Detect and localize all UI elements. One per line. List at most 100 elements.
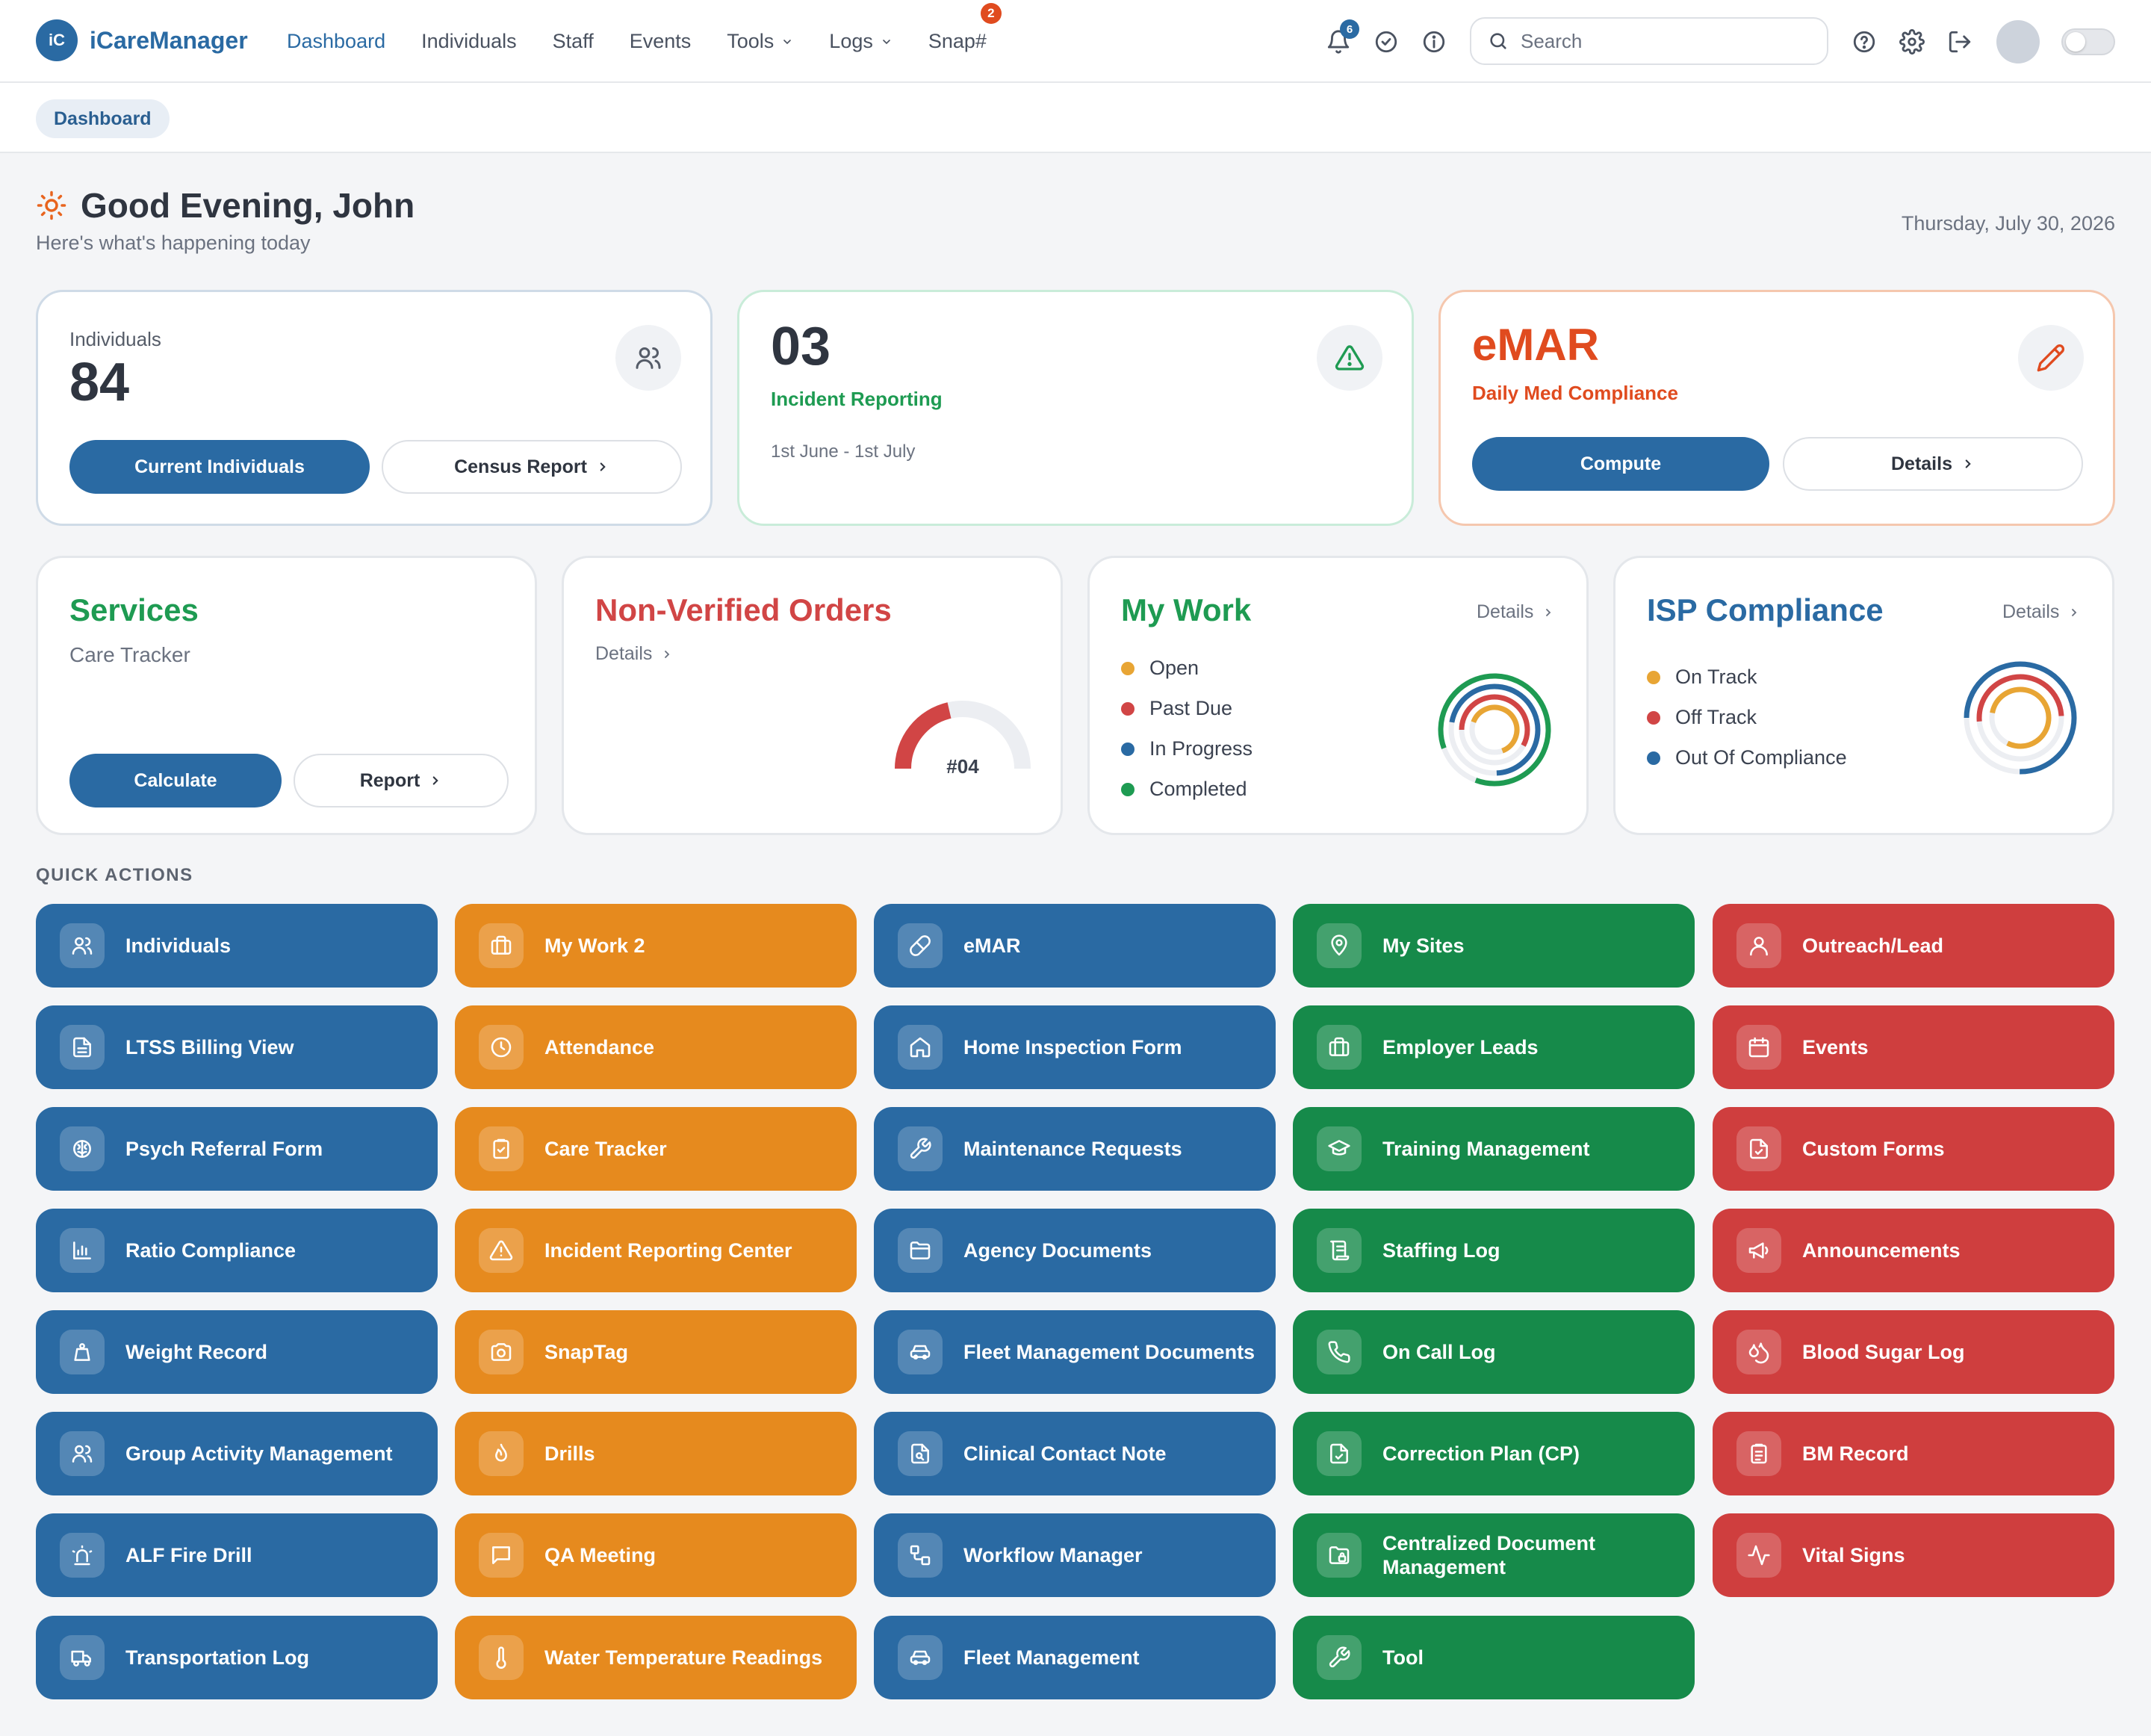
legend-on-track: On Track <box>1647 666 1757 689</box>
quick-action-my-work-2[interactable]: My Work 2 <box>455 904 857 988</box>
app-logo[interactable]: iC iCareManager <box>36 19 248 61</box>
quick-action-drills[interactable]: Drills <box>455 1412 857 1495</box>
quick-action-emar[interactable]: eMAR <box>874 904 1276 988</box>
users-icon <box>60 1431 105 1476</box>
avatar[interactable] <box>1996 20 2040 63</box>
legend-past-due: Past Due <box>1121 697 1232 720</box>
quick-action-weight-record[interactable]: Weight Record <box>36 1310 438 1394</box>
quick-action-transportation-log[interactable]: Transportation Log <box>36 1616 438 1699</box>
quick-action-announcements[interactable]: Announcements <box>1713 1209 2114 1292</box>
nav-dashboard[interactable]: Dashboard <box>287 30 386 52</box>
quick-action-home-inspection-form[interactable]: Home Inspection Form <box>874 1005 1276 1089</box>
quick-action-label: Drills <box>544 1442 595 1465</box>
quick-action-label: BM Record <box>1802 1442 1909 1465</box>
sun-icon <box>37 190 66 220</box>
legend-dot <box>1647 670 1660 684</box>
nav-snap[interactable]: Snap# 2 <box>928 3 1002 53</box>
quick-action-clinical-contact-note[interactable]: Clinical Contact Note <box>874 1412 1276 1495</box>
legend-open: Open <box>1121 657 1199 680</box>
quick-action-centralized-document-management[interactable]: Centralized Document Management <box>1293 1513 1695 1597</box>
quick-action-tool[interactable]: Tool <box>1293 1616 1695 1699</box>
quick-action-fleet-management[interactable]: Fleet Management <box>874 1616 1276 1699</box>
search-box[interactable] <box>1470 17 1828 65</box>
gear-icon[interactable] <box>1897 27 1927 57</box>
quick-action-my-sites[interactable]: My Sites <box>1293 904 1695 988</box>
quick-action-qa-meeting[interactable]: QA Meeting <box>455 1513 857 1597</box>
users-icon <box>615 325 681 391</box>
quick-action-custom-forms[interactable]: Custom Forms <box>1713 1107 2114 1191</box>
current-individuals-button[interactable]: Current Individuals <box>69 440 370 494</box>
quick-action-label: Agency Documents <box>963 1239 1152 1262</box>
nav-individuals[interactable]: Individuals <box>421 30 517 52</box>
info-icon[interactable] <box>1419 27 1449 57</box>
calculate-button[interactable]: Calculate <box>69 754 282 807</box>
main-nav: Dashboard Individuals Staff Events Tools… <box>287 0 1022 83</box>
quick-action-blood-sugar-log[interactable]: Blood Sugar Log <box>1713 1310 2114 1394</box>
quick-action-water-temperature-readings[interactable]: Water Temperature Readings <box>455 1616 857 1699</box>
report-button[interactable]: Report <box>294 754 509 807</box>
quick-action-label: Custom Forms <box>1802 1138 1945 1160</box>
quick-action-bm-record[interactable]: BM Record <box>1713 1412 2114 1495</box>
quick-action-events[interactable]: Events <box>1713 1005 2114 1089</box>
details-label: Details <box>1477 601 1534 622</box>
quick-action-label: Employer Leads <box>1382 1036 1539 1058</box>
pencil-icon[interactable] <box>2018 325 2084 391</box>
quick-action-alf-fire-drill[interactable]: ALF Fire Drill <box>36 1513 438 1597</box>
chevron-right-icon <box>2072 608 2077 616</box>
quick-action-label: Water Temperature Readings <box>544 1646 823 1669</box>
theme-toggle[interactable] <box>2061 28 2115 55</box>
quick-action-maintenance-requests[interactable]: Maintenance Requests <box>874 1107 1276 1191</box>
census-report-button[interactable]: Census Report <box>382 440 682 494</box>
help-icon[interactable] <box>1849 27 1879 57</box>
search-input[interactable] <box>1521 29 1804 53</box>
warning-icon <box>479 1228 524 1273</box>
quick-action-workflow-manager[interactable]: Workflow Manager <box>874 1513 1276 1597</box>
chevron-right-icon <box>1965 459 1971 468</box>
quick-action-outreach-lead[interactable]: Outreach/Lead <box>1713 904 2114 988</box>
quick-action-label: Correction Plan (CP) <box>1382 1442 1580 1465</box>
quick-action-on-call-log[interactable]: On Call Log <box>1293 1310 1695 1394</box>
quick-action-individuals[interactable]: Individuals <box>36 904 438 988</box>
nav-logs[interactable]: Logs <box>829 30 893 53</box>
nav-tools[interactable]: Tools <box>727 30 793 53</box>
non-verified-details-link[interactable]: Details <box>595 643 673 665</box>
report-label: Report <box>359 769 420 791</box>
quick-action-correction-plan-cp[interactable]: Correction Plan (CP) <box>1293 1412 1695 1495</box>
bar-chart-icon <box>60 1228 105 1273</box>
my-work-details-link[interactable]: Details <box>1477 601 1554 623</box>
quick-action-employer-leads[interactable]: Employer Leads <box>1293 1005 1695 1089</box>
quick-action-staffing-log[interactable]: Staffing Log <box>1293 1209 1695 1292</box>
emar-details-button[interactable]: Details <box>1783 437 2083 491</box>
compute-button[interactable]: Compute <box>1472 437 1769 491</box>
quick-action-label: QA Meeting <box>544 1544 657 1566</box>
quick-action-incident-reporting-center[interactable]: Incident Reporting Center <box>455 1209 857 1292</box>
isp-details-link[interactable]: Details <box>2002 601 2080 623</box>
check-circle-icon[interactable] <box>1371 27 1401 57</box>
nav-staff[interactable]: Staff <box>552 30 594 52</box>
quick-action-snaptag[interactable]: SnapTag <box>455 1310 857 1394</box>
quick-action-group-activity-management[interactable]: Group Activity Management <box>36 1412 438 1495</box>
legend-dot <box>1121 742 1135 756</box>
bell-icon[interactable]: 6 <box>1323 19 1359 57</box>
map-pin-icon <box>1317 923 1362 968</box>
quick-action-ratio-compliance[interactable]: Ratio Compliance <box>36 1209 438 1292</box>
quick-action-psych-referral-form[interactable]: Psych Referral Form <box>36 1107 438 1191</box>
quick-action-training-management[interactable]: Training Management <box>1293 1107 1695 1191</box>
file-check-icon <box>1317 1431 1362 1476</box>
quick-action-attendance[interactable]: Attendance <box>455 1005 857 1089</box>
quick-action-care-tracker[interactable]: Care Tracker <box>455 1107 857 1191</box>
breadcrumb[interactable]: Dashboard <box>36 99 170 138</box>
chevron-down-icon <box>783 39 792 44</box>
warning-icon[interactable] <box>1317 325 1382 391</box>
nav-events[interactable]: Events <box>629 30 692 52</box>
logout-icon[interactable] <box>1945 27 1975 57</box>
camera-icon <box>479 1330 524 1374</box>
quick-action-agency-documents[interactable]: Agency Documents <box>874 1209 1276 1292</box>
quick-action-vital-signs[interactable]: Vital Signs <box>1713 1513 2114 1597</box>
quick-action-label: Blood Sugar Log <box>1802 1341 1965 1363</box>
file-text-icon <box>60 1025 105 1070</box>
quick-action-ltss-billing-view[interactable]: LTSS Billing View <box>36 1005 438 1089</box>
chevron-right-icon <box>600 462 606 471</box>
quick-action-fleet-management-documents[interactable]: Fleet Management Documents <box>874 1310 1276 1394</box>
chevron-down-icon <box>883 39 890 44</box>
